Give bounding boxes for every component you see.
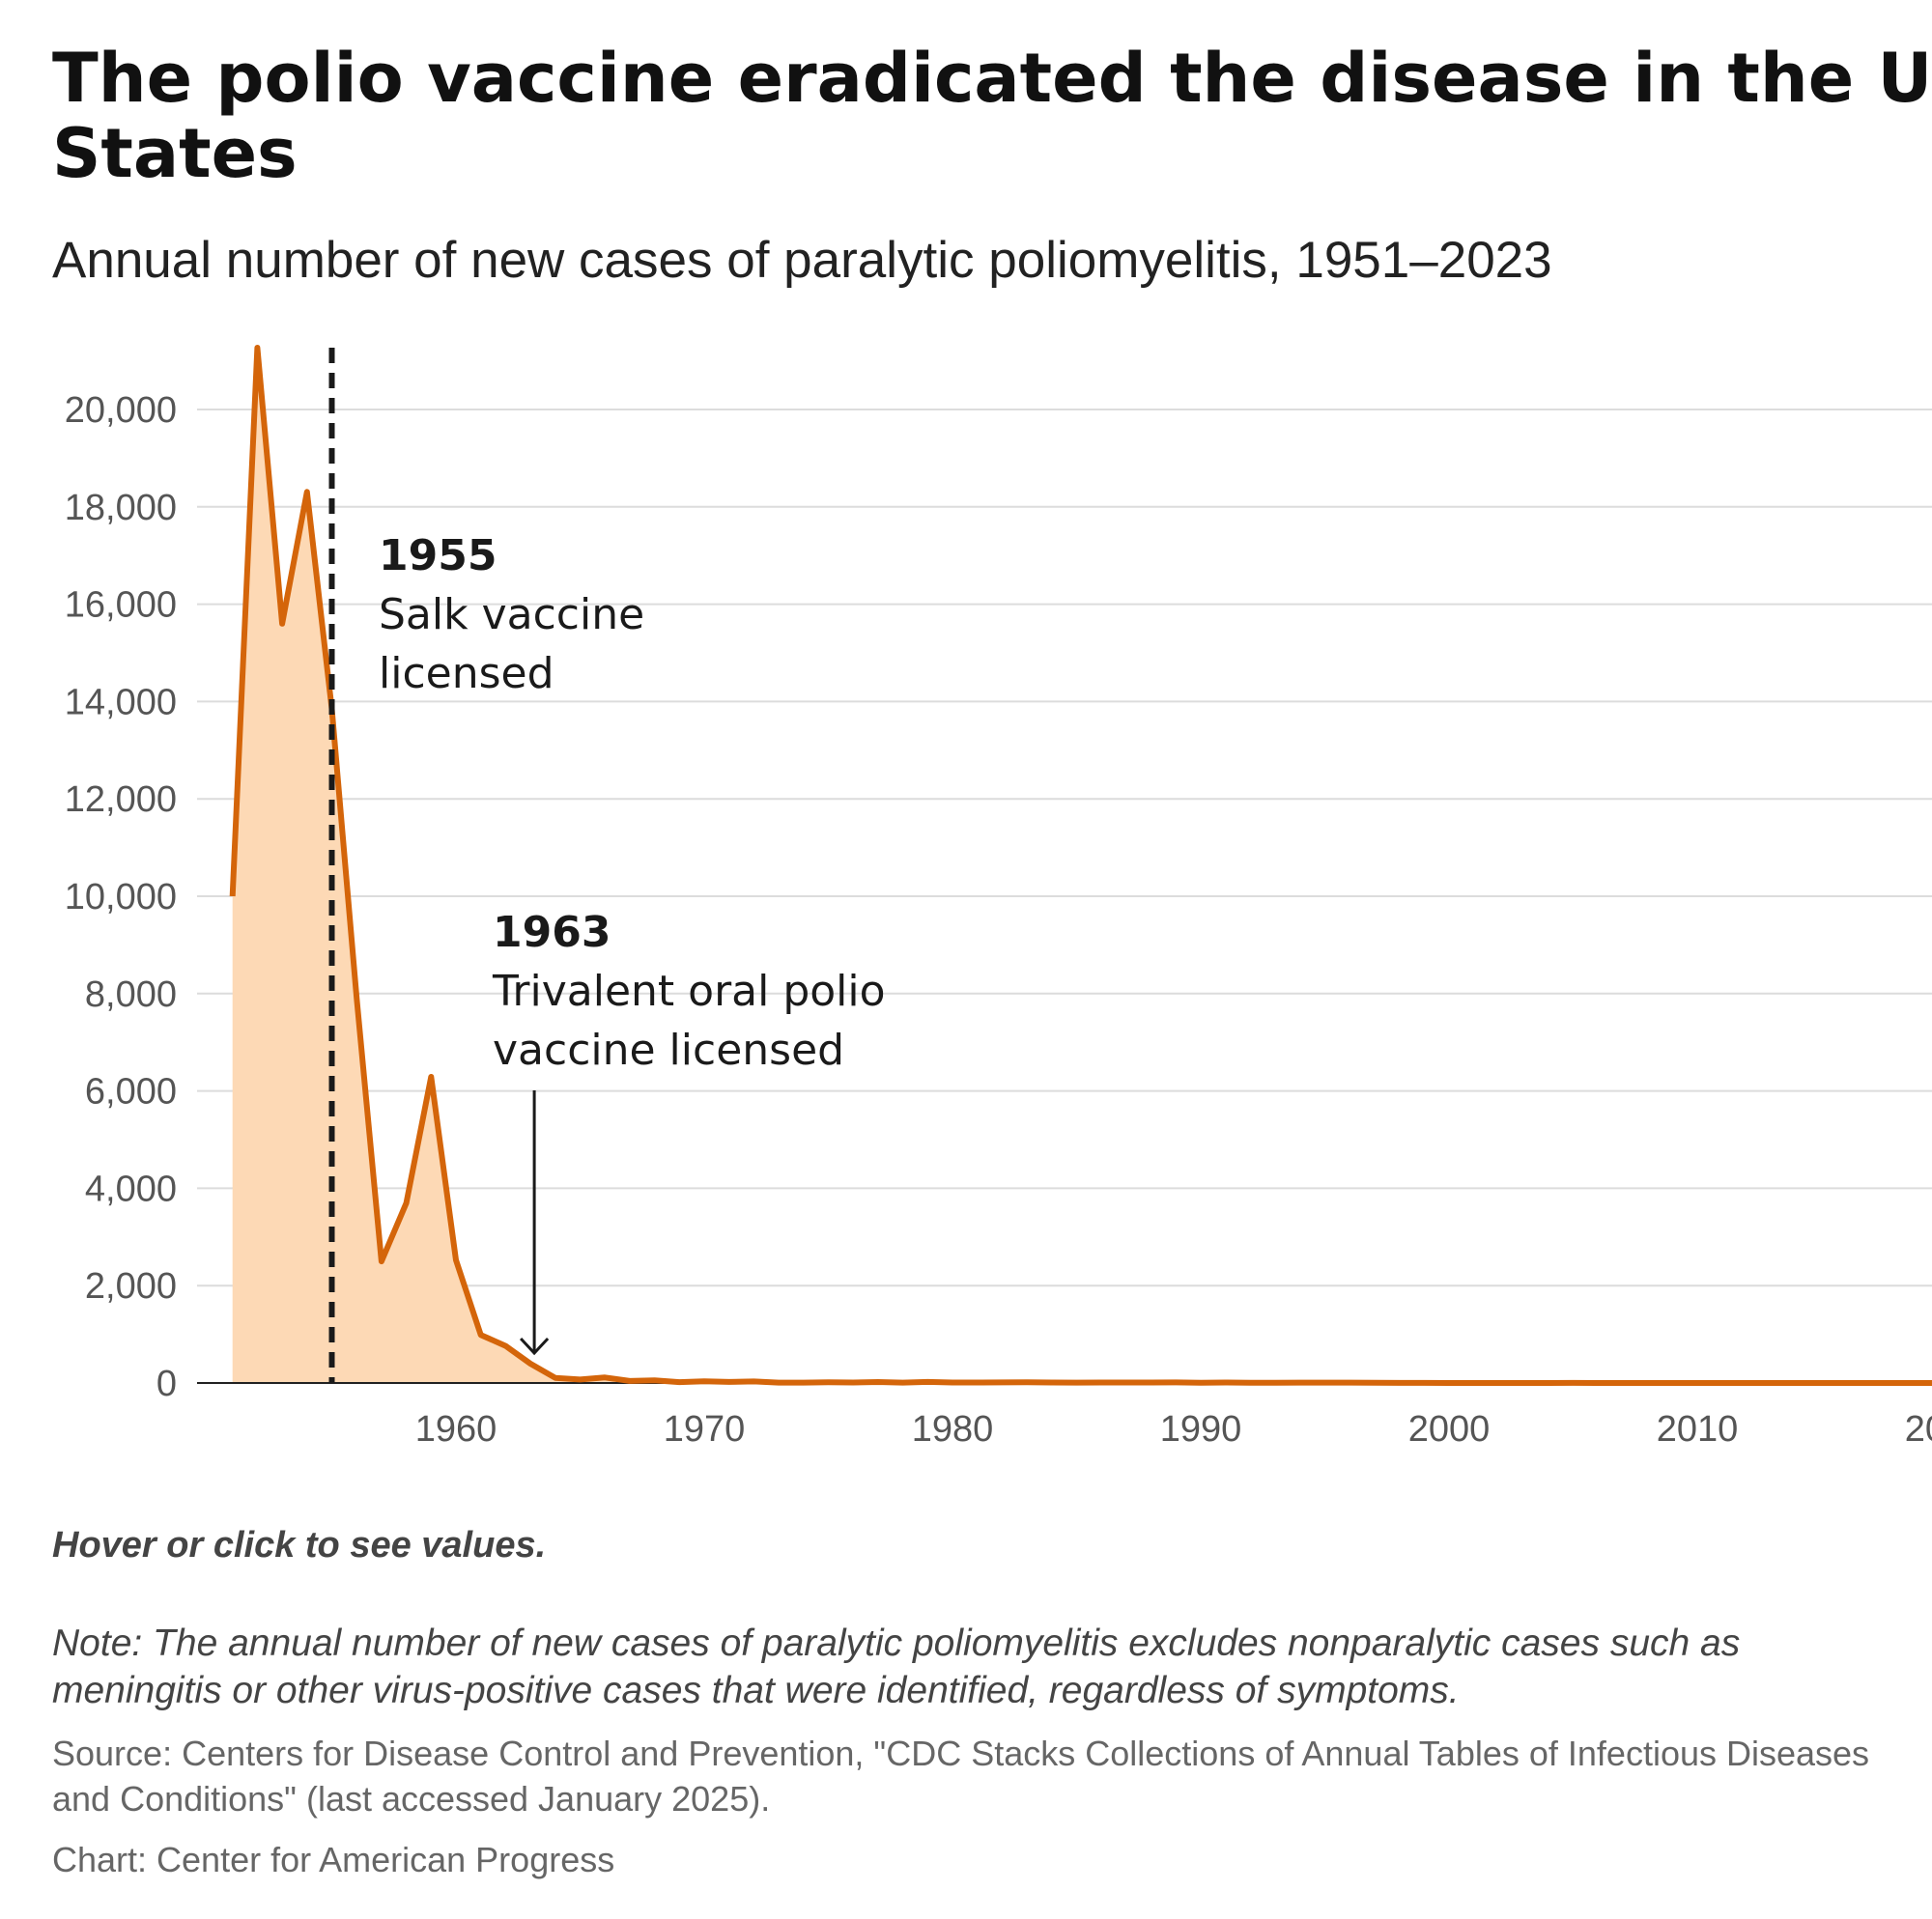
series-line[interactable] [229,345,1932,1386]
y-tick-label: 12,000 [65,779,177,820]
y-tick-label: 10,000 [65,877,177,917]
source-line-1: Source: Centers for Disease Control and … [52,1734,1869,1773]
chart-subtitle: Annual number of new cases of paralytic … [52,232,1552,289]
y-tick-label: 2,000 [85,1266,177,1307]
y-tick-label: 4,000 [85,1169,177,1209]
y-tick-label: 0 [156,1364,177,1404]
annotation-1963-year: 1963 [493,908,611,957]
x-tick-label: 2000 [1408,1409,1491,1450]
y-tick-label: 18,000 [65,488,177,528]
y-tick-label: 6,000 [85,1072,177,1113]
annotation-1963-label-2: vaccine licensed [493,1026,844,1075]
x-tick-label: 1980 [912,1409,994,1450]
x-tick-label: 1960 [415,1409,497,1450]
x-axis: 1960 1970 1980 1990 2000 2010 2020 [415,1409,1932,1450]
annotation-1955-year: 1955 [379,531,497,580]
note-line-2: meningitis or other virus-positive cases… [52,1670,1460,1711]
y-tick-label: 8,000 [85,974,177,1015]
x-tick-label: 2010 [1657,1409,1739,1450]
source-line-2: and Conditions" (last accessed January 2… [52,1779,770,1819]
y-axis: 0 2,000 4,000 6,000 8,000 10,000 12,000 14,000 1… [65,390,177,1404]
annotation-1963-arrow [520,1090,550,1356]
gridlines [197,409,1932,1287]
arrow-head-icon [520,1337,550,1356]
chart-title-line-2: States [52,114,298,193]
series-area [232,348,1932,1383]
x-tick-label: 1970 [664,1409,746,1450]
hover-hint: Hover or click to see values. [52,1525,546,1566]
annotation-1955-label-1: Salk vaccine [379,590,644,639]
chart-title-line-1: The polio vaccine eradicated the disease… [52,39,1932,118]
note-line-1: Note: The annual number of new cases of … [52,1623,1740,1664]
x-tick-label: 2020 [1905,1409,1932,1450]
y-tick-label: 16,000 [65,585,177,626]
chart-credit: Chart: Center for American Progress [52,1840,614,1879]
y-tick-label: 20,000 [65,390,177,431]
x-tick-label: 1990 [1160,1409,1242,1450]
y-tick-label: 14,000 [65,682,177,722]
annotation-1955-label-2: licensed [379,649,554,698]
annotation-1963-label-1: Trivalent oral polio [492,967,886,1016]
